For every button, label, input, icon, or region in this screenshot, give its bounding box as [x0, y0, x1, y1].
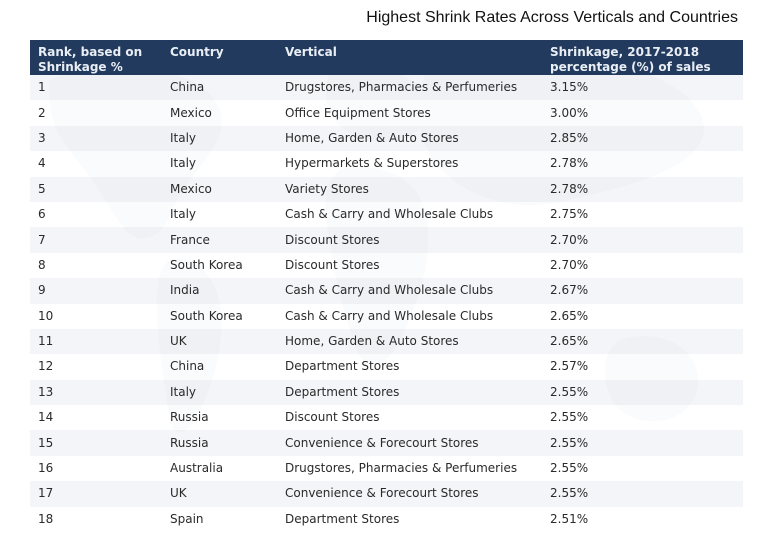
cell-rank: 2 — [30, 100, 162, 126]
cell-country: Mexico — [162, 176, 277, 202]
cell-vertical: Home, Garden & Auto Stores — [277, 125, 542, 152]
cell-country: UK — [162, 328, 277, 355]
cell-country: Italy — [162, 379, 277, 406]
cell-rank: 15 — [30, 430, 162, 456]
cell-shrinkage: 2.55% — [542, 481, 743, 507]
cell-vertical: Drugstores, Pharmacies & Perfumeries — [277, 455, 542, 482]
column-header-rank: Rank, based on Shrinkage % — [30, 40, 162, 75]
cell-country: Italy — [162, 125, 277, 152]
table-row: 1 China Drugstores, Pharmacies & Perfume… — [30, 75, 743, 101]
cell-rank: 5 — [30, 176, 162, 202]
cell-rank: 4 — [30, 151, 162, 177]
cell-vertical: Discount Stores — [277, 252, 542, 279]
table-row: 8 South Korea Discount Stores 2.70% — [30, 252, 743, 279]
cell-country: Mexico — [162, 100, 277, 126]
cell-shrinkage: 3.15% — [542, 75, 743, 101]
cell-shrinkage: 2.55% — [542, 405, 743, 431]
table-row: 12 China Department Stores 2.57% — [30, 354, 743, 380]
cell-shrinkage: 2.65% — [542, 303, 743, 329]
table-row: 11 UK Home, Garden & Auto Stores 2.65% — [30, 328, 743, 355]
cell-vertical: Department Stores — [277, 379, 542, 406]
cell-shrinkage: 2.78% — [542, 176, 743, 202]
cell-vertical: Cash & Carry and Wholesale Clubs — [277, 303, 542, 329]
table-row: 4 Italy Hypermarkets & Superstores 2.78% — [30, 151, 743, 177]
cell-rank: 16 — [30, 455, 162, 482]
cell-shrinkage: 2.67% — [542, 278, 743, 304]
table-row: 5 Mexico Variety Stores 2.78% — [30, 176, 743, 202]
cell-vertical: Cash & Carry and Wholesale Clubs — [277, 201, 542, 228]
cell-vertical: Cash & Carry and Wholesale Clubs — [277, 278, 542, 304]
cell-vertical: Home, Garden & Auto Stores — [277, 328, 542, 355]
cell-rank: 10 — [30, 303, 162, 329]
cell-vertical: Drugstores, Pharmacies & Perfumeries — [277, 75, 542, 101]
cell-rank: 12 — [30, 354, 162, 380]
cell-country: Spain — [162, 506, 277, 533]
table-row: 10 South Korea Cash & Carry and Wholesal… — [30, 303, 743, 329]
cell-rank: 8 — [30, 252, 162, 279]
cell-shrinkage: 2.70% — [542, 252, 743, 279]
cell-country: Russia — [162, 430, 277, 456]
cell-country: Italy — [162, 201, 277, 228]
cell-shrinkage: 2.55% — [542, 379, 743, 406]
cell-vertical: Convenience & Forecourt Stores — [277, 481, 542, 507]
cell-vertical: Variety Stores — [277, 176, 542, 202]
table-row: 9 India Cash & Carry and Wholesale Clubs… — [30, 278, 743, 304]
column-header-shrinkage: Shrinkage, 2017-2018 percentage (%) of s… — [542, 40, 743, 75]
cell-country: UK — [162, 481, 277, 507]
cell-rank: 3 — [30, 125, 162, 152]
cell-vertical: Department Stores — [277, 506, 542, 533]
cell-rank: 7 — [30, 227, 162, 253]
cell-rank: 6 — [30, 201, 162, 228]
cell-shrinkage: 2.55% — [542, 455, 743, 482]
column-header-vertical: Vertical — [277, 40, 542, 75]
cell-vertical: Hypermarkets & Superstores — [277, 151, 542, 177]
table-row: 13 Italy Department Stores 2.55% — [30, 379, 743, 406]
cell-rank: 13 — [30, 379, 162, 406]
table-row: 7 France Discount Stores 2.70% — [30, 227, 743, 253]
cell-shrinkage: 2.70% — [542, 227, 743, 253]
cell-shrinkage: 2.75% — [542, 201, 743, 228]
cell-shrinkage: 2.57% — [542, 354, 743, 380]
cell-vertical: Convenience & Forecourt Stores — [277, 430, 542, 456]
table-header: Rank, based on Shrinkage % Country Verti… — [30, 40, 743, 75]
table-row: 18 Spain Department Stores 2.51% — [30, 506, 743, 533]
cell-country: Australia — [162, 455, 277, 482]
cell-country: South Korea — [162, 303, 277, 329]
cell-country: Italy — [162, 151, 277, 177]
cell-shrinkage: 3.00% — [542, 100, 743, 126]
chart-title: Highest Shrink Rates Across Verticals an… — [366, 9, 738, 26]
cell-vertical: Office Equipment Stores — [277, 100, 542, 126]
cell-country: India — [162, 278, 277, 304]
cell-shrinkage: 2.65% — [542, 328, 743, 355]
cell-rank: 14 — [30, 405, 162, 431]
table-row: 14 Russia Discount Stores 2.55% — [30, 405, 743, 431]
cell-vertical: Department Stores — [277, 354, 542, 380]
cell-shrinkage: 2.51% — [542, 506, 743, 533]
cell-rank: 17 — [30, 481, 162, 507]
table-body: 1 China Drugstores, Pharmacies & Perfume… — [30, 75, 743, 533]
cell-shrinkage: 2.85% — [542, 125, 743, 152]
column-header-country: Country — [162, 40, 277, 75]
table-row: 3 Italy Home, Garden & Auto Stores 2.85% — [30, 125, 743, 152]
cell-rank: 18 — [30, 506, 162, 533]
cell-rank: 11 — [30, 328, 162, 355]
cell-country: China — [162, 75, 277, 101]
table-row: 6 Italy Cash & Carry and Wholesale Clubs… — [30, 201, 743, 228]
cell-country: South Korea — [162, 252, 277, 279]
shrink-rates-table: Rank, based on Shrinkage % Country Verti… — [30, 40, 743, 533]
shrink-rates-table-container: Rank, based on Shrinkage % Country Verti… — [30, 40, 743, 533]
table-row: 15 Russia Convenience & Forecourt Stores… — [30, 430, 743, 456]
cell-vertical: Discount Stores — [277, 405, 542, 431]
cell-country: France — [162, 227, 277, 253]
cell-shrinkage: 2.78% — [542, 151, 743, 177]
cell-rank: 9 — [30, 278, 162, 304]
table-row: 16 Australia Drugstores, Pharmacies & Pe… — [30, 455, 743, 482]
table-row: 2 Mexico Office Equipment Stores 3.00% — [30, 100, 743, 126]
table-row: 17 UK Convenience & Forecourt Stores 2.5… — [30, 481, 743, 507]
cell-country: Russia — [162, 405, 277, 431]
cell-country: China — [162, 354, 277, 380]
cell-vertical: Discount Stores — [277, 227, 542, 253]
cell-rank: 1 — [30, 75, 162, 101]
cell-shrinkage: 2.55% — [542, 430, 743, 456]
